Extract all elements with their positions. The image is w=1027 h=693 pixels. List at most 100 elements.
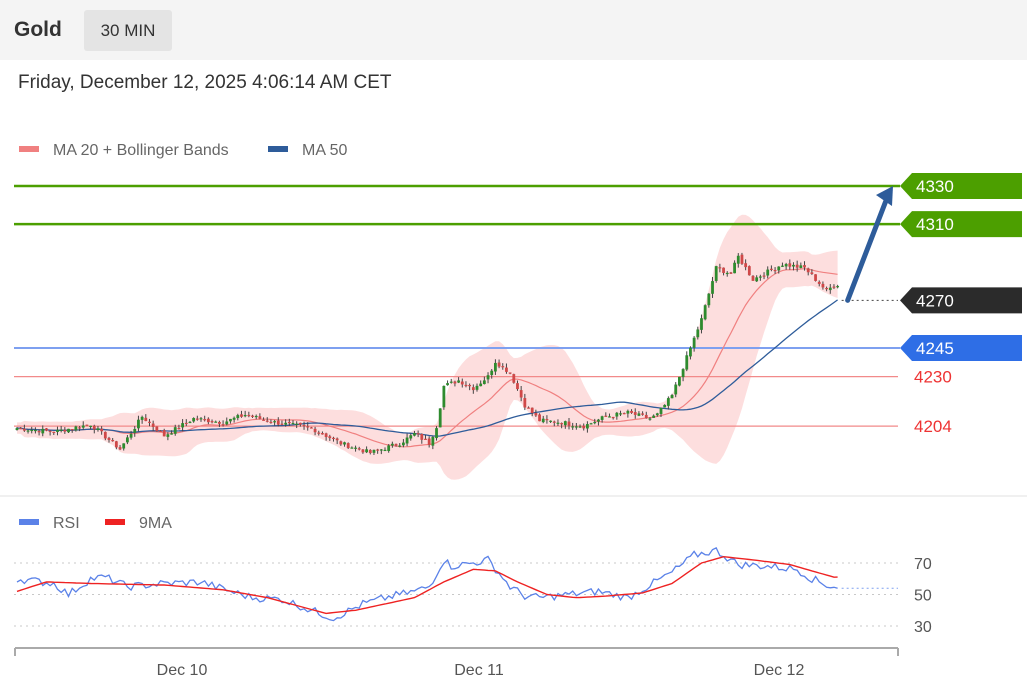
candle-body	[718, 267, 722, 269]
level-badge-4270	[900, 287, 1022, 314]
candle-body	[475, 385, 479, 390]
candle-body	[232, 417, 236, 420]
candle-body	[435, 428, 438, 439]
datetime-label: Friday, December 12, 2025 4:06:14 AM CET	[18, 72, 392, 93]
candle-body	[280, 423, 284, 425]
candle-body	[22, 428, 26, 431]
candle-body	[137, 419, 140, 429]
candle-body	[387, 445, 391, 451]
candle-body	[597, 419, 600, 422]
candle-body	[792, 264, 795, 267]
candle-body	[26, 430, 30, 432]
candle-body	[516, 383, 519, 390]
rsi-tick-30: 30	[914, 619, 932, 636]
candle-body	[379, 449, 383, 451]
candle-body	[306, 426, 310, 428]
candle-body	[817, 281, 821, 284]
legend-label-rsi: RSI	[53, 515, 80, 532]
candle-body	[725, 272, 729, 275]
candle-body	[468, 384, 472, 387]
candle-body	[608, 416, 611, 418]
candle-body	[825, 288, 828, 290]
candle-body	[619, 413, 622, 415]
candle-body	[431, 436, 435, 446]
bollinger-band	[17, 214, 838, 480]
level-label-4204: 4204	[914, 417, 952, 436]
candle-body	[611, 416, 615, 419]
candle-body	[438, 408, 442, 428]
legend-label-ma50: MA 50	[302, 142, 347, 159]
candle-body	[221, 424, 225, 426]
candle-body	[600, 416, 604, 420]
candle-body	[199, 418, 203, 420]
candle-body	[206, 418, 210, 423]
candle-body	[118, 447, 122, 450]
candle-body	[254, 415, 258, 418]
candle-body	[788, 263, 792, 267]
candle-body	[96, 428, 100, 430]
candle-body	[52, 431, 56, 433]
candle-body	[479, 383, 483, 387]
candle-body	[464, 384, 468, 387]
candle-body	[622, 413, 626, 415]
candle-body	[703, 305, 707, 320]
level-badge-text-4330: 4330	[916, 177, 954, 196]
legend-swatch-rsi	[19, 519, 39, 525]
candle-body	[604, 415, 608, 417]
candle-body	[357, 448, 361, 450]
candle-body	[48, 430, 52, 432]
candle-body	[641, 413, 644, 415]
candle-body	[89, 425, 92, 427]
candle-body	[273, 421, 276, 423]
candle-body	[335, 438, 339, 441]
candle-body	[365, 449, 368, 453]
candle-body	[747, 266, 751, 276]
candle-body	[449, 381, 453, 383]
candle-body	[276, 420, 280, 425]
candle-body	[773, 269, 777, 272]
x-tick-label-dec-10: Dec 10	[157, 662, 208, 679]
candle-body	[810, 272, 814, 275]
candle-body	[324, 433, 328, 438]
candle-body	[295, 423, 299, 425]
candle-body	[784, 264, 788, 267]
candle-body	[795, 264, 799, 268]
timeframe-selector[interactable]: 30 MIN	[84, 10, 172, 51]
candle-body	[144, 417, 148, 422]
legend-label-ma20: MA 20 + Bollinger Bands	[53, 142, 229, 159]
candle-body	[471, 387, 475, 391]
candle-body	[490, 370, 494, 375]
candle-body	[420, 433, 424, 440]
candle-body	[652, 415, 656, 418]
level-badge-4330	[900, 173, 1022, 199]
level-badge-text-4245: 4245	[916, 339, 954, 358]
candle-body	[494, 362, 497, 372]
level-badge-text-4310: 4310	[916, 215, 954, 234]
candle-body	[81, 425, 85, 428]
candle-body	[368, 449, 372, 454]
level-label-4230: 4230	[914, 368, 952, 387]
candle-body	[56, 429, 59, 432]
candle-body	[574, 426, 578, 428]
candle-body	[821, 283, 825, 288]
candle-body	[633, 412, 637, 415]
candle-body	[586, 424, 589, 429]
candle-body	[685, 355, 689, 370]
candle-body	[803, 265, 806, 268]
candle-body	[372, 449, 376, 453]
candle-body	[560, 423, 564, 425]
candle-body	[512, 374, 516, 383]
candle-body	[762, 275, 766, 277]
candle-body	[229, 418, 232, 422]
candle-body	[678, 376, 681, 386]
candle-body	[626, 410, 630, 414]
candle-body	[192, 418, 196, 422]
candle-body	[103, 431, 107, 439]
candle-body	[681, 369, 685, 378]
candle-body	[188, 421, 192, 424]
candle-body	[405, 437, 409, 444]
rsi-tick-70: 70	[914, 556, 932, 573]
candle-body	[92, 425, 96, 430]
candle-body	[648, 418, 652, 420]
